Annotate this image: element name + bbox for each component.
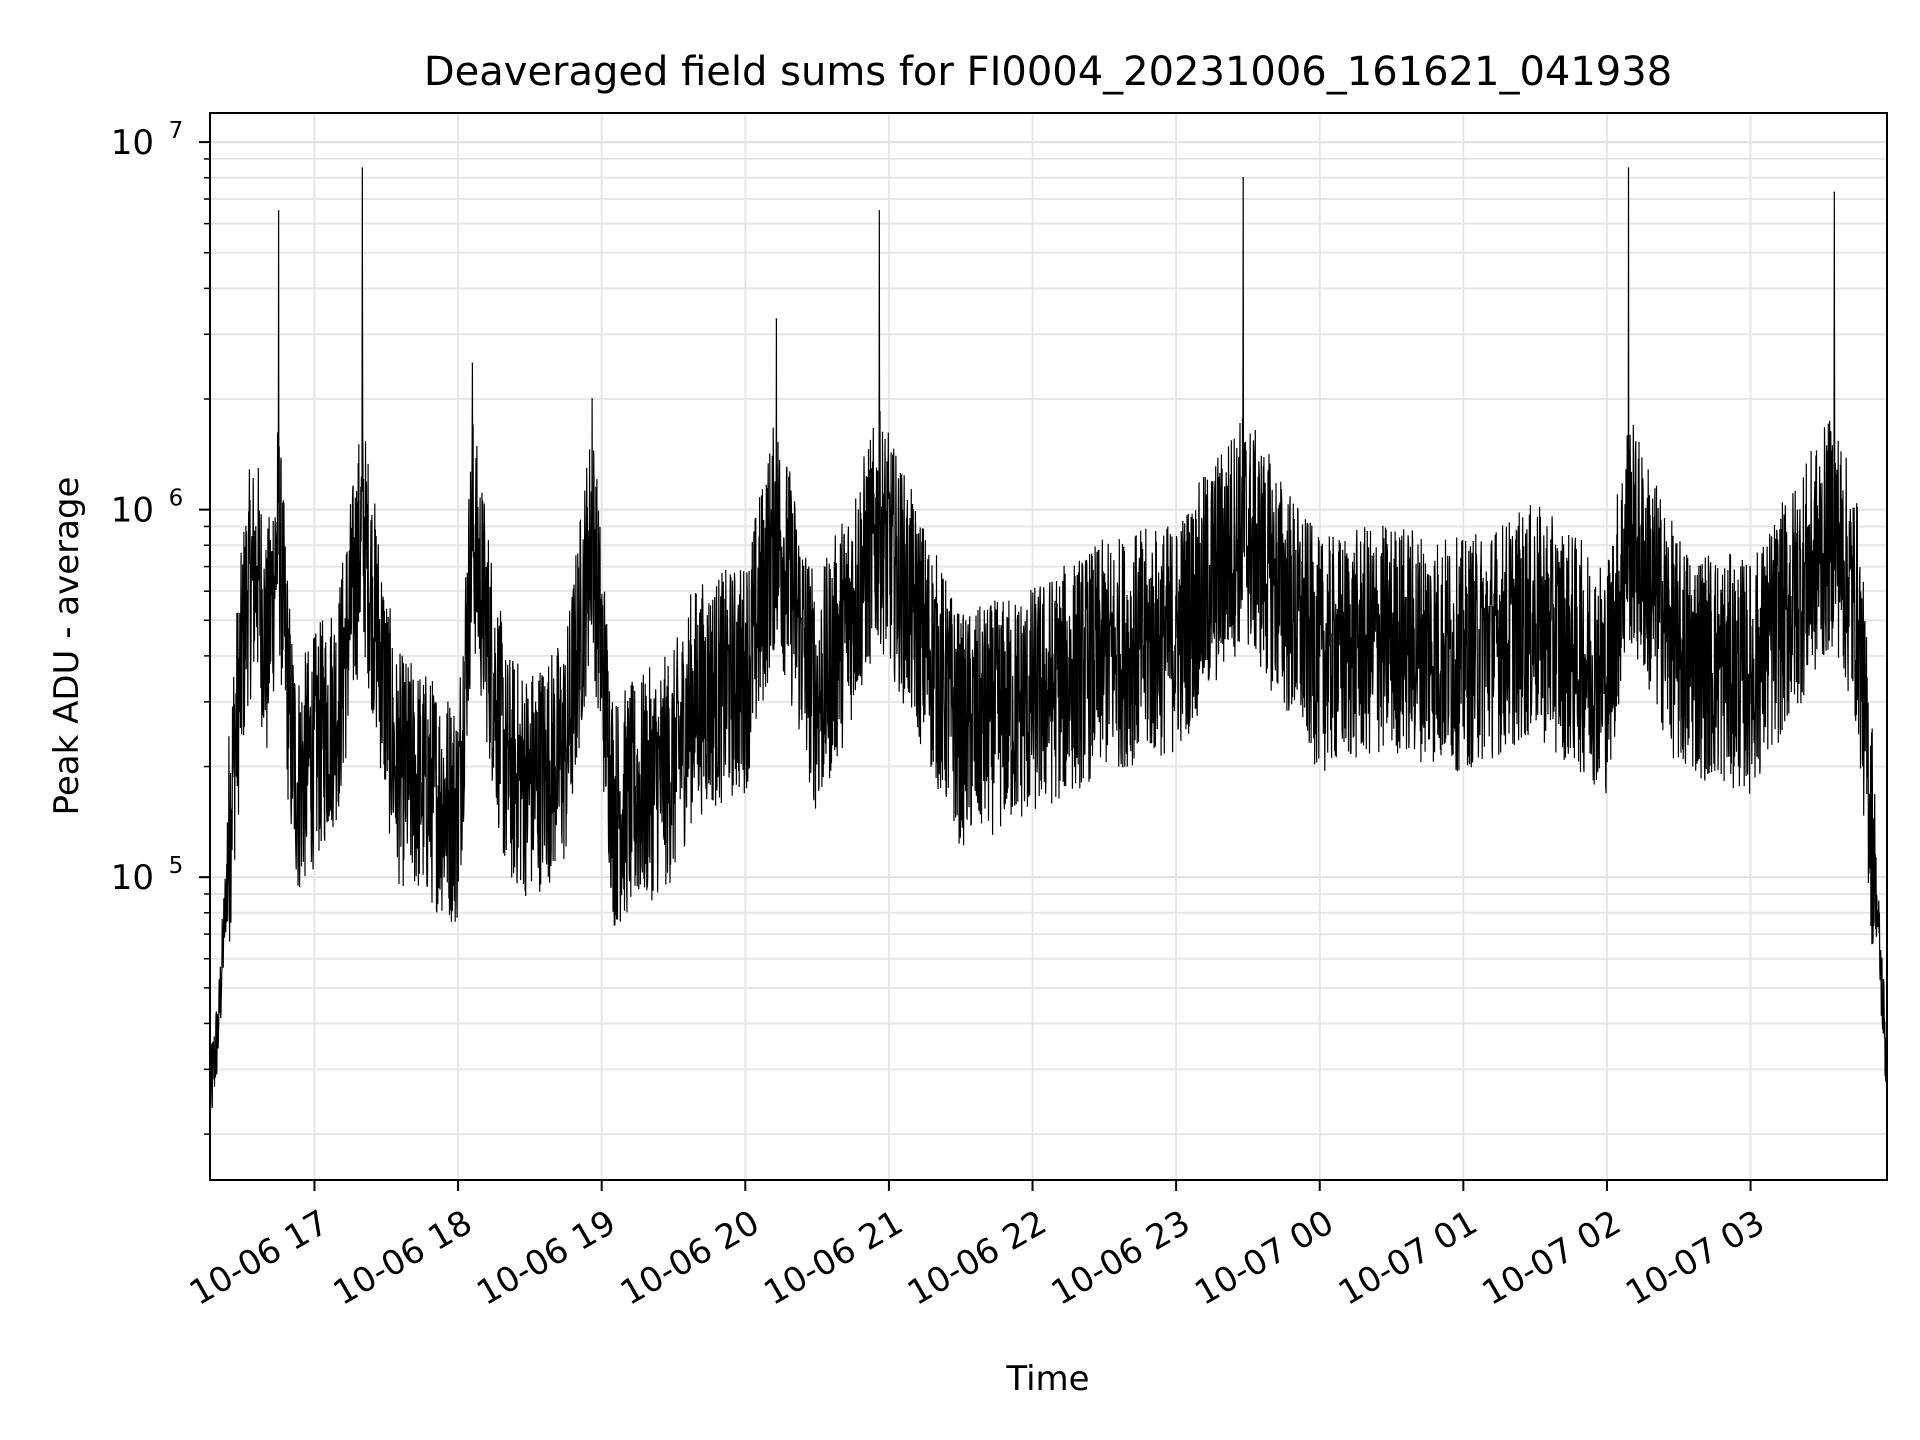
y-tick-label: 10	[111, 491, 154, 531]
y-tick-exponent: 5	[169, 853, 184, 879]
data-point	[1627, 167, 1630, 169]
y-tick-exponent: 6	[169, 486, 184, 512]
data-point	[289, 730, 292, 732]
data-point	[1175, 636, 1177, 638]
data-point	[1390, 636, 1393, 638]
data-point	[1833, 191, 1836, 194]
x-tick-label: 10-06 17	[183, 1203, 335, 1314]
x-tick-label: 10-06 23	[1045, 1203, 1197, 1314]
y-tick-exponent: 7	[169, 118, 184, 144]
data-point	[421, 782, 423, 785]
data-point	[959, 730, 962, 732]
data-point	[1318, 655, 1321, 657]
y-tick-label: 10	[111, 858, 154, 898]
data-point	[1749, 676, 1752, 679]
x-tick-label: 10-07 02	[1475, 1203, 1627, 1314]
grid-layer	[210, 113, 1887, 1180]
data-point	[361, 167, 364, 169]
data-point	[672, 765, 675, 768]
data-point	[232, 765, 234, 768]
series-line	[209, 167, 1888, 1111]
x-tick-label: 10-06 22	[901, 1203, 1053, 1314]
x-tick-label: 10-07 01	[1332, 1203, 1484, 1314]
data-point	[1534, 619, 1536, 622]
x-tick-label: 10-06 20	[614, 1203, 766, 1314]
x-tick-label: 10-07 03	[1619, 1203, 1771, 1314]
x-tick-label: 10-06 18	[327, 1203, 479, 1314]
data-point	[1462, 655, 1465, 657]
data-point	[256, 565, 258, 568]
data-point	[529, 782, 531, 785]
data-point	[564, 750, 567, 753]
data-point	[612, 811, 615, 814]
data-point	[878, 210, 881, 212]
data-point	[691, 701, 694, 703]
data-point	[1103, 655, 1106, 657]
data-point	[246, 590, 249, 592]
data-point	[744, 676, 747, 679]
y-axis-label: Peak ADU - average	[47, 477, 87, 816]
data-point	[1242, 176, 1244, 179]
data-point	[1677, 655, 1680, 657]
x-axis-label: Time	[1005, 1359, 1089, 1399]
data-point	[217, 1022, 220, 1025]
data-point	[277, 210, 280, 212]
data-point	[457, 811, 459, 814]
data-point	[1031, 701, 1034, 703]
data-point	[505, 765, 507, 768]
data-point	[265, 655, 268, 657]
chart-title: Deaveraged field sums for FI0004_2023100…	[424, 49, 1672, 95]
data-point	[471, 362, 474, 365]
data-point	[775, 318, 778, 320]
data-point	[296, 782, 299, 785]
series-layer	[209, 167, 1888, 1111]
data-point	[337, 701, 340, 703]
data-point	[591, 398, 593, 400]
data-point	[395, 765, 397, 768]
data-point	[816, 701, 818, 703]
data-point	[1606, 676, 1608, 679]
x-tick-label: 10-06 19	[470, 1203, 622, 1314]
x-tick-label: 10-06 21	[757, 1203, 909, 1314]
data-point	[1857, 619, 1860, 622]
y-tick-label: 10	[111, 123, 154, 163]
x-tick-label: 10-07 00	[1188, 1203, 1340, 1314]
plot-area-frame	[209, 112, 1888, 1181]
data-point	[1874, 876, 1876, 878]
